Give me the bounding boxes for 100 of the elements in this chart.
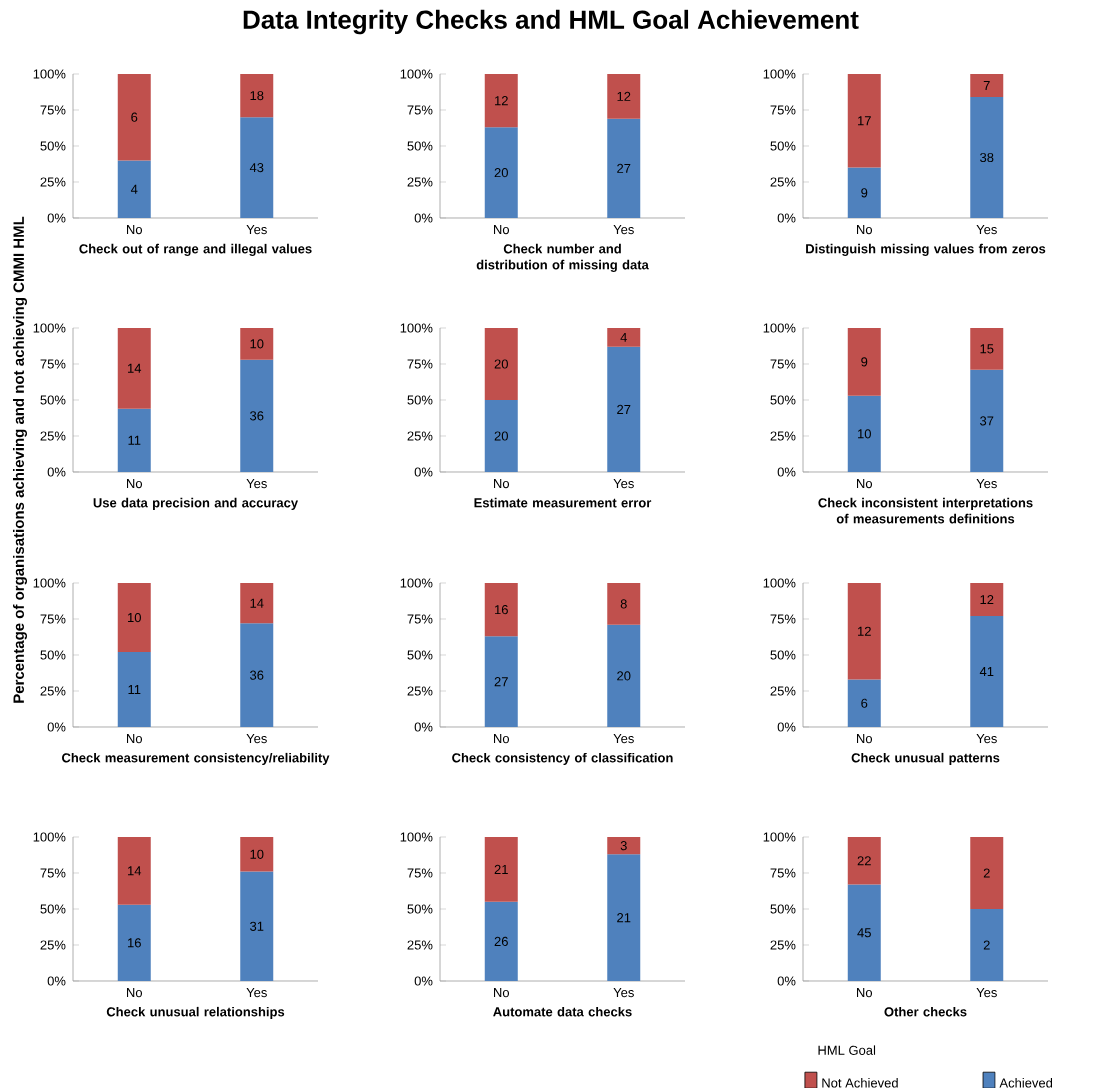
annotation: 16 xyxy=(128,938,141,948)
x-tick-label: No xyxy=(494,479,510,489)
legend-title: HML Goal xyxy=(818,1045,876,1055)
y-tick-label: 50% xyxy=(407,141,433,151)
y-tick-label: 0% xyxy=(777,213,796,223)
x-tick-label: Yes xyxy=(246,479,267,489)
x-axis-title: Check number and distribution of missing data xyxy=(476,243,649,273)
annotation: 14 xyxy=(250,598,264,608)
x-axis-title: Check inconsistent interpretations of measurements definitions xyxy=(818,497,1033,524)
y-tick-label: 75% xyxy=(770,105,796,115)
annotation: 36 xyxy=(250,411,264,421)
y-tick-label: 100% xyxy=(33,832,66,842)
bar xyxy=(117,583,151,653)
x-axis-title: Check out of range and illegal values xyxy=(79,243,312,257)
y-tick-label: 0% xyxy=(777,722,796,732)
annotation: 27 xyxy=(617,404,631,414)
x-tick-label: No xyxy=(857,734,873,744)
annotation: 12 xyxy=(495,96,508,106)
y-tick-label: 0% xyxy=(47,213,66,223)
annotation: 21 xyxy=(494,864,508,874)
annotation: 26 xyxy=(494,936,508,946)
y-tick-label: 0% xyxy=(47,976,66,986)
annotation: 7 xyxy=(983,81,990,90)
x-tick-label: No xyxy=(127,734,143,744)
annotation: 43 xyxy=(249,163,264,173)
y-tick-label: 0% xyxy=(414,213,433,223)
y-tick-label: 50% xyxy=(40,650,66,660)
annotation: 14 xyxy=(128,363,142,373)
bar xyxy=(847,395,881,472)
y-tick-label: 75% xyxy=(40,614,66,624)
annotation: 10 xyxy=(250,849,264,859)
y-tick-label: 50% xyxy=(40,904,66,914)
bar xyxy=(117,837,151,905)
y-tick-label: 25% xyxy=(40,940,66,950)
bar xyxy=(117,408,151,472)
bar xyxy=(484,127,518,218)
x-tick-label: No xyxy=(494,225,510,235)
bar xyxy=(970,97,1004,218)
x-axis-title: Check unusual patterns xyxy=(851,752,1000,765)
y-tick-label: 25% xyxy=(770,431,796,441)
y-tick-label: 50% xyxy=(40,395,66,405)
x-tick-label: Yes xyxy=(613,225,634,235)
annotation: 11 xyxy=(128,435,141,445)
annotation: 20 xyxy=(617,671,631,681)
x-tick-label: Yes xyxy=(613,734,634,744)
bar xyxy=(240,359,274,472)
bar xyxy=(607,118,641,218)
x-tick-label: Yes xyxy=(976,988,997,998)
y-tick-label: 50% xyxy=(770,395,796,405)
legend-label: Not Achieved xyxy=(822,1078,898,1088)
x-axis-title: Distinguish missing values from zeros xyxy=(806,243,1046,257)
bar xyxy=(607,346,641,472)
annotation: 9 xyxy=(861,357,868,367)
annotation: 14 xyxy=(128,866,142,876)
bar xyxy=(484,328,518,400)
y-tick-label: 25% xyxy=(40,686,66,696)
x-tick-label: Yes xyxy=(976,225,997,235)
x-tick-label: Yes xyxy=(976,479,997,489)
x-tick-label: No xyxy=(494,988,510,998)
x-tick-label: No xyxy=(127,479,143,489)
annotation: 2 xyxy=(983,868,990,878)
bar xyxy=(847,837,881,885)
y-tick-label: 25% xyxy=(40,431,66,441)
y-tick-label: 50% xyxy=(770,904,796,914)
annotation: 4 xyxy=(130,184,138,194)
y-tick-label: 75% xyxy=(407,359,433,369)
bar xyxy=(484,583,518,637)
y-tick-label: 100% xyxy=(763,323,796,333)
bar xyxy=(607,583,641,625)
annotation: 6 xyxy=(861,698,868,708)
annotation: 12 xyxy=(980,595,994,605)
bar xyxy=(847,327,881,396)
y-tick-label: 100% xyxy=(33,323,66,333)
bar xyxy=(607,73,641,119)
x-axis-title: Use data precision and accuracy xyxy=(93,497,299,510)
x-tick-label: No xyxy=(127,225,143,235)
bar xyxy=(240,837,274,872)
y-tick-label: 25% xyxy=(407,177,433,187)
y-tick-label: 100% xyxy=(33,69,66,79)
y-tick-label: 0% xyxy=(47,722,66,732)
bar xyxy=(607,328,641,347)
bar xyxy=(847,167,881,218)
y-tick-label: 50% xyxy=(770,650,796,660)
y-tick-label: 75% xyxy=(770,359,796,369)
y-tick-label: 50% xyxy=(770,141,796,151)
annotation: 12 xyxy=(858,626,871,636)
y-tick-label: 25% xyxy=(770,177,796,187)
y-tick-label: 0% xyxy=(777,976,796,986)
y-tick-label: 50% xyxy=(407,650,433,660)
annotation: 20 xyxy=(494,431,508,441)
bar xyxy=(970,327,1004,370)
y-tick-label: 75% xyxy=(407,105,433,115)
bar xyxy=(240,583,274,624)
annotation: 17 xyxy=(858,116,871,126)
bar xyxy=(240,871,274,981)
bar xyxy=(117,652,151,727)
annotation: 3 xyxy=(620,841,627,851)
x-tick-label: Yes xyxy=(246,734,267,744)
annotation: 4 xyxy=(620,332,627,342)
bar xyxy=(970,369,1004,472)
